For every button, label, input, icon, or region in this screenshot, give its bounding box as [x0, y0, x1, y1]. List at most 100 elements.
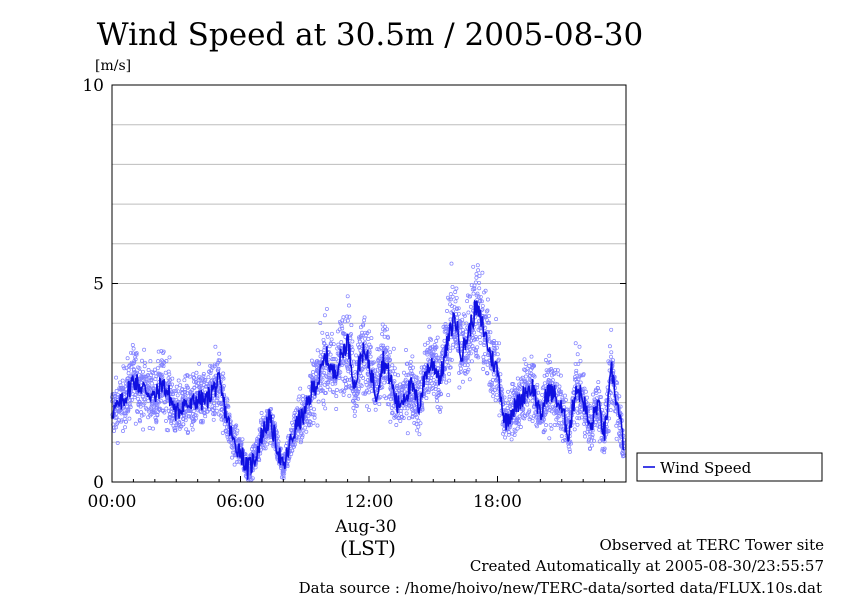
data-point — [134, 351, 139, 356]
data-point — [128, 405, 133, 409]
data-point — [488, 330, 493, 335]
data-point — [329, 331, 334, 336]
data-point — [527, 408, 532, 413]
data-point — [465, 369, 470, 374]
data-point — [487, 320, 492, 325]
data-point — [322, 371, 327, 376]
data-point — [512, 433, 517, 437]
data-point — [438, 409, 443, 414]
data-point — [390, 363, 395, 368]
data-point — [189, 423, 194, 428]
data-point — [266, 435, 271, 440]
data-point — [386, 395, 391, 400]
data-point — [549, 426, 554, 431]
data-point — [350, 339, 355, 344]
data-point — [458, 325, 463, 330]
data-point — [549, 409, 554, 414]
footer-site: Observed at TERC Tower site — [599, 536, 824, 554]
data-point — [166, 408, 171, 413]
data-point — [300, 433, 305, 438]
data-point — [574, 368, 579, 373]
data-point — [192, 379, 196, 384]
data-point — [388, 419, 393, 424]
data-point — [147, 426, 152, 430]
data-point — [158, 398, 163, 403]
data-point — [203, 378, 208, 383]
data-point — [230, 441, 235, 446]
data-point — [222, 422, 227, 427]
data-point — [547, 436, 552, 441]
data-point — [475, 263, 480, 268]
data-point — [333, 381, 338, 386]
data-point — [457, 385, 462, 390]
data-point — [194, 413, 199, 418]
data-point — [411, 408, 416, 413]
data-point — [506, 432, 511, 437]
data-point — [569, 441, 573, 446]
data-point — [134, 352, 139, 357]
data-point — [303, 425, 308, 430]
data-point — [476, 355, 481, 360]
data-point — [484, 370, 489, 375]
data-point — [327, 387, 332, 392]
data-point — [226, 404, 231, 409]
data-point — [380, 332, 385, 337]
data-point — [486, 313, 491, 318]
data-point — [335, 329, 340, 334]
legend-box — [636, 452, 823, 482]
data-point — [506, 430, 511, 435]
data-point — [436, 388, 441, 392]
data-point — [373, 407, 378, 412]
data-point — [492, 339, 497, 343]
data-point — [430, 372, 435, 377]
data-point — [112, 425, 117, 430]
data-point — [316, 399, 321, 404]
data-point — [338, 370, 343, 375]
data-point — [321, 398, 326, 403]
data-point — [322, 341, 326, 346]
data-point — [563, 393, 567, 398]
data-point — [482, 343, 487, 348]
data-point — [404, 411, 409, 416]
data-point — [170, 376, 175, 381]
data-point — [128, 398, 132, 402]
data-point — [396, 373, 401, 378]
data-point — [599, 395, 603, 400]
data-point — [298, 440, 303, 445]
data-point — [523, 374, 528, 379]
data-point — [155, 366, 160, 371]
data-point — [312, 395, 317, 400]
data-point — [215, 396, 220, 401]
data-point — [389, 405, 394, 410]
data-point — [138, 419, 142, 424]
data-point — [152, 410, 156, 415]
data-point — [362, 315, 367, 320]
data-point — [576, 361, 581, 366]
data-point — [525, 402, 530, 407]
data-point — [455, 306, 459, 311]
data-point — [466, 354, 471, 359]
data-point — [474, 272, 479, 276]
data-point — [479, 299, 484, 304]
data-point — [544, 423, 548, 428]
data-point — [143, 397, 148, 402]
data-point — [333, 357, 338, 362]
data-point — [292, 444, 296, 449]
data-point — [447, 297, 452, 302]
data-point — [356, 396, 361, 401]
data-point — [382, 376, 387, 381]
data-point — [404, 373, 409, 378]
data-point — [239, 441, 244, 446]
data-point — [428, 336, 432, 341]
x-ticks: 00:00 06:00 12:00 18:00 — [88, 476, 606, 512]
data-point — [446, 393, 451, 398]
data-point — [225, 432, 230, 437]
data-point — [589, 405, 594, 410]
data-point — [135, 410, 140, 415]
scatter-points — [110, 261, 627, 483]
data-point — [311, 370, 315, 375]
data-point — [342, 389, 347, 394]
data-point — [476, 294, 481, 299]
data-point — [383, 324, 388, 329]
